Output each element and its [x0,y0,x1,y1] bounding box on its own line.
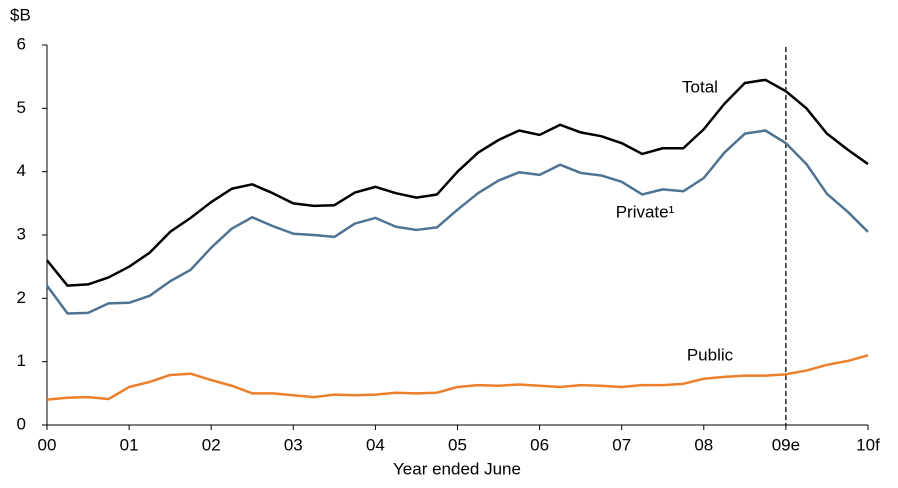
series-line [46,354,869,401]
series-line [46,78,869,287]
y-tick-label: 0 [17,414,26,433]
x-tick-label: 05 [448,435,467,454]
y-tick-label: 5 [17,98,26,117]
x-tick-label: 08 [694,435,713,454]
y-tick-label: 2 [17,288,26,307]
x-tick-label: 02 [202,435,221,454]
series-label: Total [682,77,718,96]
series-label: Private¹ [616,202,675,221]
x-tick-label: 10f [856,435,880,454]
x-tick-label: 06 [530,435,549,454]
y-tick-label: 3 [17,224,26,243]
y-tick-label: 1 [17,351,26,370]
x-tick-label: 01 [120,435,139,454]
y-tick-label: 6 [17,34,26,53]
y-tick-label: 4 [17,161,26,180]
x-tick-label: 04 [366,435,385,454]
x-tick-label: 03 [284,435,303,454]
x-axis-label: Year ended June [393,459,521,478]
y-unit-label: $B [10,5,31,24]
x-tick-label: 00 [38,435,57,454]
x-tick-label: 09e [772,435,800,454]
series-label: Public [687,345,734,364]
series-line [45,129,869,315]
x-tick-label: 07 [612,435,631,454]
